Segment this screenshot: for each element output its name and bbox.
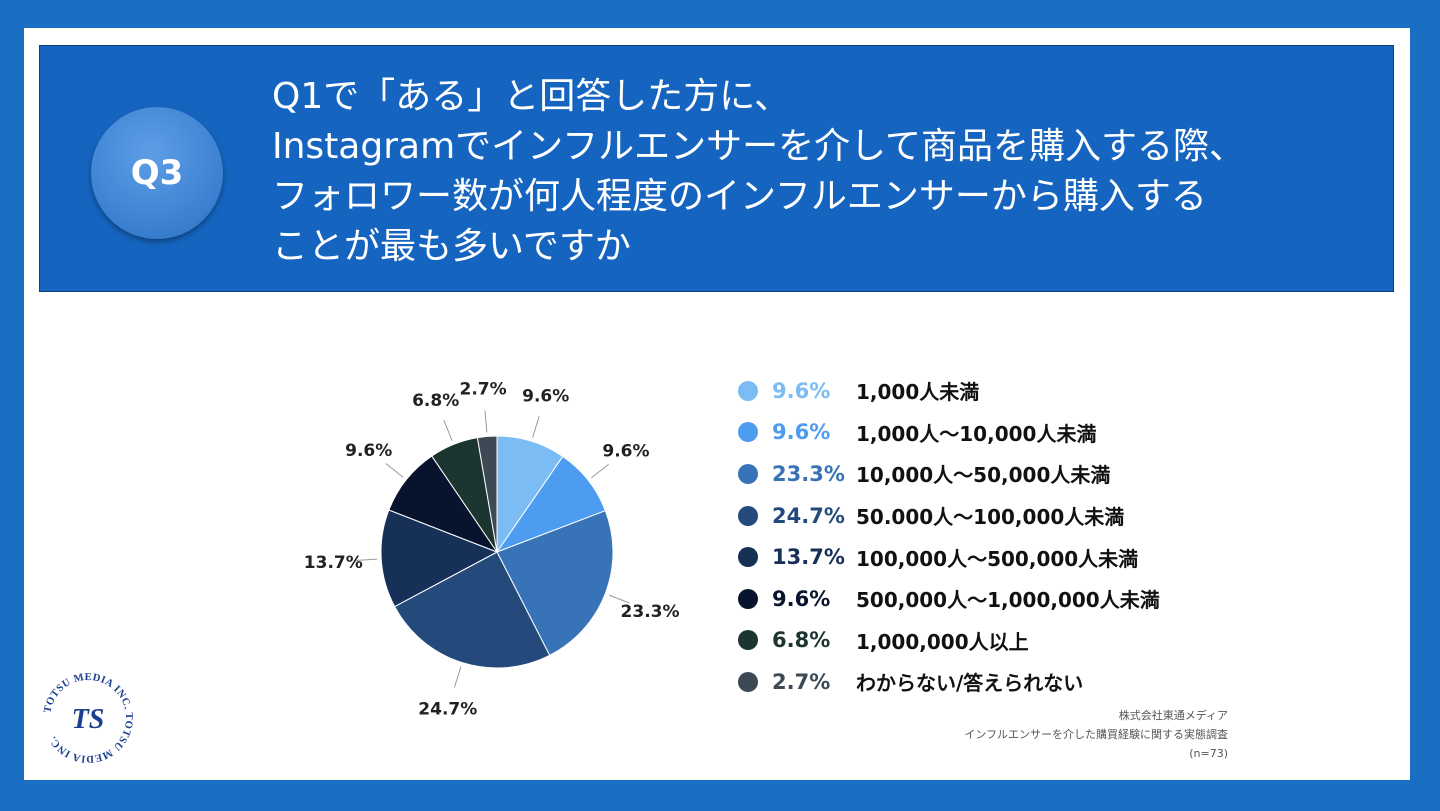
legend-item: 9.6% 1,000人～10,000人未満 — [738, 412, 1160, 454]
slice-label-6: 6.8% — [412, 391, 459, 411]
leader-line-0 — [532, 416, 540, 438]
question-line-2: Instagramでインフルエンサーを介して商品を購入する際、 — [272, 126, 1245, 167]
legend-swatch — [738, 671, 758, 692]
legend-item: 24.7% 50.000人～100,000人未満 — [738, 495, 1160, 537]
legend-label: 500,000人～1,000,000人未満 — [856, 588, 1160, 613]
totsu-media-logo: TOTSU MEDIA INC. TOTSU MEDIA INC. TS — [41, 671, 135, 765]
legend-swatch — [738, 588, 758, 609]
legend-item: 9.6% 500,000人～1,000,000人未満 — [738, 578, 1160, 620]
source-n: (n=73) — [1189, 747, 1228, 760]
pie-slice-3 — [393, 551, 551, 669]
leader-line-6 — [443, 420, 453, 441]
legend-swatch — [738, 505, 758, 526]
legend-item: 6.8% 1,000,000人以上 — [738, 620, 1160, 662]
legend-swatch — [738, 547, 758, 568]
legend-value: 2.7% — [772, 669, 831, 694]
legend-swatch — [738, 463, 758, 484]
slice-label-2: 23.3% — [621, 602, 680, 622]
slice-label-1: 9.6% — [602, 442, 649, 462]
source-company: 株式会社東通メディア — [1118, 709, 1228, 722]
leader-line-5 — [385, 463, 404, 478]
legend-value: 9.6% — [772, 586, 831, 611]
legend-label: 10,000人～50,000人未満 — [856, 463, 1111, 488]
legend-item: 23.3% 10,000人～50,000人未満 — [738, 453, 1160, 495]
legend-swatch — [738, 422, 758, 443]
logo-mark: TS — [72, 704, 105, 735]
legend-label: 100,000人～500,000人未満 — [856, 546, 1139, 571]
legend-item: 9.6% 1,000人未満 — [738, 370, 1160, 412]
leader-line-2 — [608, 594, 630, 604]
pie-slice-4 — [380, 509, 499, 608]
legend-label: わからない/答えられない — [856, 671, 1084, 696]
slice-label-4: 13.7% — [304, 553, 363, 573]
legend-value: 9.6% — [772, 378, 831, 403]
question-banner — [39, 45, 1394, 292]
legend-value: 9.6% — [772, 420, 831, 445]
pie-slice-2 — [496, 510, 614, 657]
legend-value: 13.7% — [772, 545, 845, 570]
slice-label-0: 9.6% — [522, 386, 569, 406]
question-text: Q1で「ある」と回答した方に、 Instagramでインフルエンサーを介して商品… — [272, 72, 1372, 272]
leader-line-4 — [355, 558, 378, 561]
question-line-4: ことが最も多いですか — [272, 226, 631, 267]
legend-value: 6.8% — [772, 628, 831, 653]
legend-label: 1,000人未満 — [856, 380, 980, 405]
legend-swatch — [738, 380, 758, 401]
legend-label: 1,000人～10,000人未満 — [856, 421, 1097, 446]
question-line-3: フォロワー数が何人程度のインフルエンサーから購入する — [272, 176, 1207, 217]
slice-label-3: 24.7% — [418, 699, 477, 719]
slice-label-5: 9.6% — [345, 441, 392, 461]
leader-line-3 — [453, 666, 462, 688]
legend-value: 24.7% — [772, 503, 845, 528]
leader-line-7 — [484, 410, 488, 433]
leader-line-1 — [591, 463, 609, 479]
chart-legend: 9.6% 1,000人未満 9.6% 1,000人～10,000人未満 23.3% 10,… — [738, 370, 1160, 703]
legend-item: 13.7% 100,000人～500,000人未満 — [738, 536, 1160, 578]
question-badge: Q3 — [91, 107, 223, 239]
legend-swatch — [738, 630, 758, 651]
legend-item: 2.7% わからない/答えられない — [738, 661, 1160, 703]
legend-label: 50.000人～100,000人未満 — [856, 505, 1125, 530]
pie-slice-7 — [476, 435, 498, 553]
source-survey: インフルエンサーを介した購買経験に関する実態調査 — [964, 728, 1228, 741]
legend-value: 23.3% — [772, 461, 845, 486]
legend-label: 1,000,000人以上 — [856, 629, 1029, 654]
slice-label-7: 2.7% — [460, 380, 507, 400]
question-line-1: Q1で「ある」と回答した方に、 — [272, 76, 791, 117]
source-note: 株式会社東通メディア インフルエンサーを介した購買経験に関する実態調査 (n=7… — [964, 706, 1228, 763]
